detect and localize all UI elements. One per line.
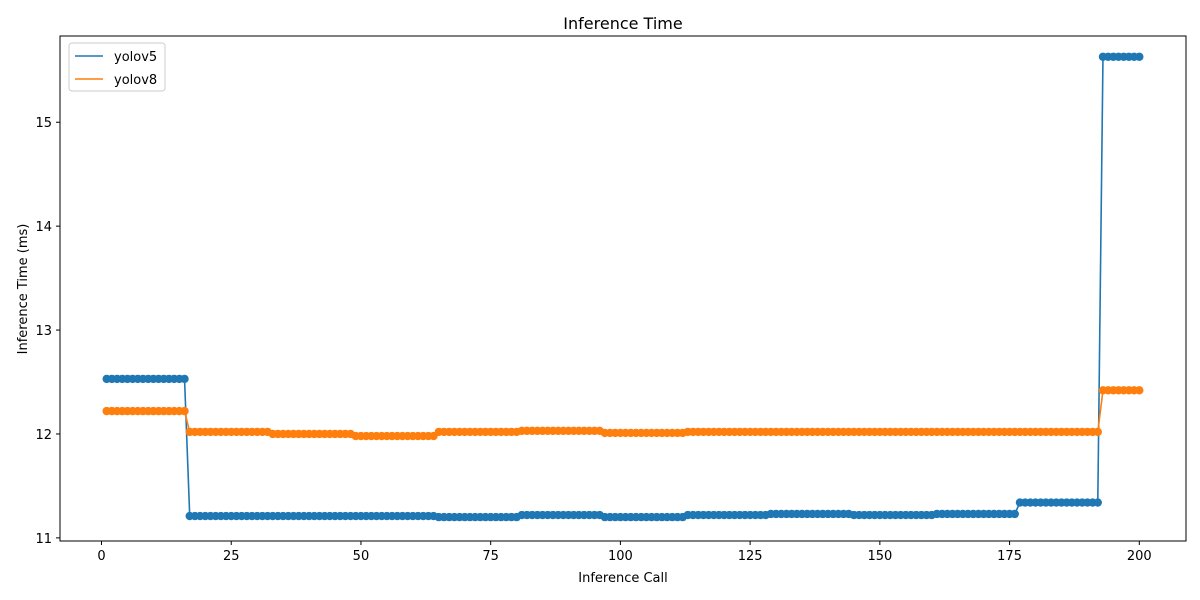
data-point-yolov5 [1135,52,1144,61]
y-axis: 11 12 13 14 15 [35,116,60,547]
x-axis: 0 25 50 75 100 125 150 175 200 [97,541,1152,564]
y-tick-label: 13 [35,324,52,339]
x-tick-label: 25 [223,549,240,564]
series-line-yolov5 [106,55,1140,518]
x-tick-label: 50 [353,549,370,564]
y-axis-label: Inference Time (ms) [16,224,31,355]
data-point-yolov8 [1093,427,1102,437]
plot-frame [59,35,1187,542]
y-tick-label: 15 [35,116,52,131]
x-tick-label: 0 [97,549,105,564]
legend-label-yolov8: yolov8 [114,73,157,88]
plot-area [102,52,1144,522]
data-point-yolov5 [1093,498,1102,507]
y-tick-label: 11 [35,532,52,547]
data-point-yolov8 [180,406,189,416]
legend-label-yolov5: yolov5 [114,50,157,65]
x-tick-label: 200 [1127,549,1152,564]
data-point-yolov5 [1010,509,1019,519]
series-yolov8 [102,386,1144,441]
data-point-yolov5 [180,374,189,384]
x-tick-label: 100 [608,549,633,564]
x-axis-label: Inference Call [578,571,668,586]
legend: yolov5 yolov8 [68,42,166,92]
x-tick-label: 150 [867,549,892,564]
x-tick-label: 125 [738,549,763,564]
series-yolov5 [102,52,1144,522]
chart-title: Inference Time [563,14,682,33]
x-tick-label: 175 [997,549,1022,564]
x-tick-label: 75 [482,549,499,564]
data-point-yolov8 [1135,386,1144,395]
y-tick-label: 14 [35,220,52,235]
y-tick-label: 12 [35,428,52,443]
